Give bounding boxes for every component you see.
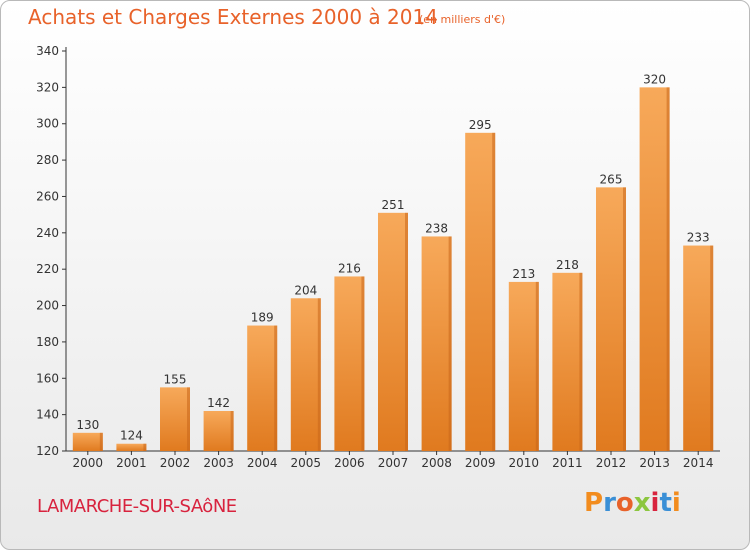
- bar-shade: [99, 432, 103, 451]
- x-tick-label: 2007: [378, 456, 409, 470]
- bar: [290, 298, 321, 451]
- data-label: 216: [338, 261, 361, 275]
- y-tick-label: 300: [36, 117, 59, 131]
- bar-shade: [230, 411, 234, 451]
- y-tick-label: 160: [36, 371, 59, 385]
- data-label: 251: [382, 198, 405, 212]
- data-label: 124: [120, 429, 143, 443]
- logo-letter: i: [671, 488, 681, 518]
- bar-shade: [579, 272, 583, 451]
- x-tick-label: 2006: [334, 456, 365, 470]
- bar: [378, 212, 408, 451]
- y-tick-label: 280: [36, 153, 59, 167]
- logo-letter: i: [650, 488, 660, 518]
- bar: [596, 187, 626, 451]
- bar-shade: [187, 387, 190, 451]
- bar-shade: [361, 276, 365, 451]
- x-tick-label: 2008: [421, 456, 452, 470]
- data-label: 142: [207, 396, 230, 410]
- data-label: 233: [687, 231, 710, 245]
- bar: [72, 432, 103, 451]
- y-tick-label: 240: [36, 226, 59, 240]
- y-tick-label: 220: [36, 262, 59, 276]
- data-label: 204: [294, 283, 317, 297]
- data-label: 155: [164, 372, 187, 386]
- bar: [421, 236, 452, 451]
- x-tick-label: 2000: [73, 456, 104, 470]
- bar-shade: [710, 245, 714, 451]
- y-tick-label: 180: [36, 335, 59, 349]
- bar-shade: [492, 132, 496, 451]
- y-tick-label: 140: [36, 408, 59, 422]
- y-tick-label: 120: [36, 444, 59, 458]
- bar-shade: [535, 281, 539, 451]
- x-tick-label: 2011: [552, 456, 583, 470]
- x-tick-label: 2010: [509, 456, 540, 470]
- bar: [203, 411, 234, 451]
- x-tick-label: 2005: [291, 456, 322, 470]
- data-label: 130: [76, 418, 99, 432]
- x-tick-label: 2012: [596, 456, 627, 470]
- x-tick-label: 2004: [247, 456, 278, 470]
- bar-shade: [666, 87, 670, 451]
- bar: [160, 387, 190, 451]
- x-tick-label: 2002: [160, 456, 191, 470]
- x-tick-label: 2009: [465, 456, 496, 470]
- logo-letter: r: [603, 488, 616, 518]
- x-tick-label: 2013: [639, 456, 670, 470]
- data-label: 320: [643, 72, 666, 86]
- logo-letter: t: [659, 488, 672, 518]
- bar-shade: [623, 187, 626, 451]
- bar-shade: [143, 443, 147, 451]
- bar: [639, 87, 670, 451]
- data-label: 295: [469, 118, 492, 132]
- x-tick-label: 2003: [203, 456, 234, 470]
- data-label: 238: [425, 221, 448, 235]
- data-label: 213: [512, 267, 535, 281]
- bar: [334, 276, 365, 451]
- bar: [552, 272, 583, 451]
- bar: [508, 281, 539, 451]
- y-tick-label: 320: [36, 80, 59, 94]
- bar: [465, 132, 496, 451]
- bar-shade: [448, 236, 452, 451]
- chart-subtitle: (en milliers d'€): [419, 13, 506, 26]
- data-label: 189: [251, 311, 274, 325]
- x-tick-label: 2001: [116, 456, 147, 470]
- chart-title: Achats et Charges Externes 2000 à 2014: [28, 5, 438, 29]
- bar: [247, 325, 278, 451]
- proxiti-logo: Proxiti: [584, 488, 681, 518]
- y-tick-label: 340: [36, 44, 59, 58]
- bar: [116, 443, 147, 451]
- bar-shade: [317, 298, 321, 451]
- bar-shade: [274, 325, 278, 451]
- logo-letter: P: [584, 488, 604, 518]
- bar-shade: [405, 212, 408, 451]
- data-label: 265: [600, 172, 623, 186]
- x-tick-label: 2014: [683, 456, 714, 470]
- bar: [683, 245, 714, 451]
- y-tick-label: 200: [36, 299, 59, 313]
- town-name: LAMARCHE-SUR-SAôNE: [37, 496, 237, 517]
- logo-letter: o: [615, 488, 634, 518]
- logo-letter: x: [633, 488, 651, 518]
- data-label: 218: [556, 258, 579, 272]
- y-tick-label: 260: [36, 189, 59, 203]
